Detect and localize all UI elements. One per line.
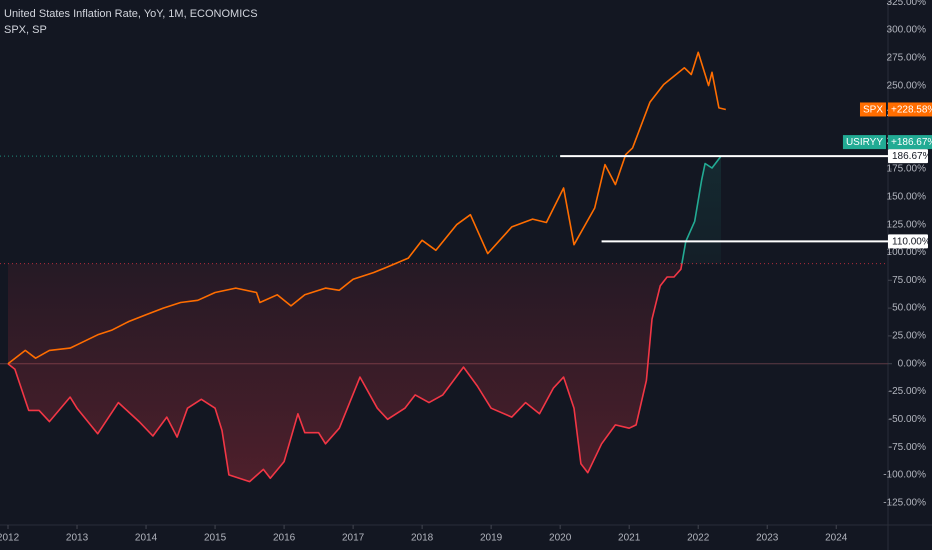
series-line bbox=[7, 155, 722, 483]
y-tick-label: 50.00% bbox=[892, 303, 926, 314]
x-tick-label: 2013 bbox=[66, 533, 89, 544]
series-line bbox=[7, 51, 726, 365]
y-tick-label: 250.00% bbox=[887, 80, 927, 91]
chart-title: United States Inflation Rate, YoY, 1M, E… bbox=[4, 8, 258, 20]
y-tick-label: -125.00% bbox=[883, 497, 926, 508]
y-tick-label: 25.00% bbox=[892, 331, 926, 342]
x-tick-label: 2014 bbox=[135, 533, 158, 544]
y-tick-label: 125.00% bbox=[887, 219, 927, 230]
hline-label-box bbox=[888, 234, 928, 249]
hline-label: 186.67% bbox=[892, 151, 932, 162]
y-tick-label: -100.00% bbox=[883, 470, 926, 481]
series-last-label: +228.58% bbox=[891, 105, 932, 116]
y-tick-label: -25.00% bbox=[889, 386, 926, 397]
y-tick-label: -50.00% bbox=[889, 414, 926, 425]
series-name-tag: USIRYY bbox=[846, 137, 883, 148]
chart-subtitle: SPX, SP bbox=[4, 24, 47, 36]
y-tick-label: 275.00% bbox=[887, 52, 927, 63]
y-tick-label: 175.00% bbox=[887, 164, 927, 175]
x-tick-label: 2017 bbox=[342, 533, 365, 544]
series-value-box bbox=[888, 135, 932, 150]
x-tick-label: 2015 bbox=[204, 533, 227, 544]
y-tick-label: 75.00% bbox=[892, 275, 926, 286]
y-tick-label: 325.00% bbox=[887, 0, 927, 8]
hline-label: 110.00% bbox=[892, 237, 931, 248]
x-tick-label: 2021 bbox=[618, 533, 641, 544]
y-tick-label: 150.00% bbox=[887, 192, 927, 203]
series-name-box bbox=[842, 135, 886, 150]
x-tick-label: 2018 bbox=[411, 533, 434, 544]
series-name-box bbox=[859, 102, 886, 117]
x-tick-label: 2019 bbox=[480, 533, 503, 544]
series-value-box bbox=[888, 102, 932, 117]
x-tick-label: 2024 bbox=[825, 533, 848, 544]
x-tick-label: 2016 bbox=[273, 533, 296, 544]
y-tick-label: -75.00% bbox=[889, 442, 926, 453]
y-tick-label: 0.00% bbox=[898, 358, 926, 369]
y-tick-label: 100.00% bbox=[887, 247, 927, 258]
x-tick-label: 2020 bbox=[549, 533, 572, 544]
y-tick-label: 300.00% bbox=[887, 25, 927, 36]
series-last-label: +186.67% bbox=[891, 137, 932, 148]
hline-label-box bbox=[888, 149, 928, 164]
x-tick-label: 2023 bbox=[756, 533, 779, 544]
x-tick-label: 2012 bbox=[0, 533, 20, 544]
x-tick-label: 2022 bbox=[687, 533, 710, 544]
area bbox=[8, 156, 721, 482]
series-name-tag: SPX bbox=[863, 105, 883, 116]
